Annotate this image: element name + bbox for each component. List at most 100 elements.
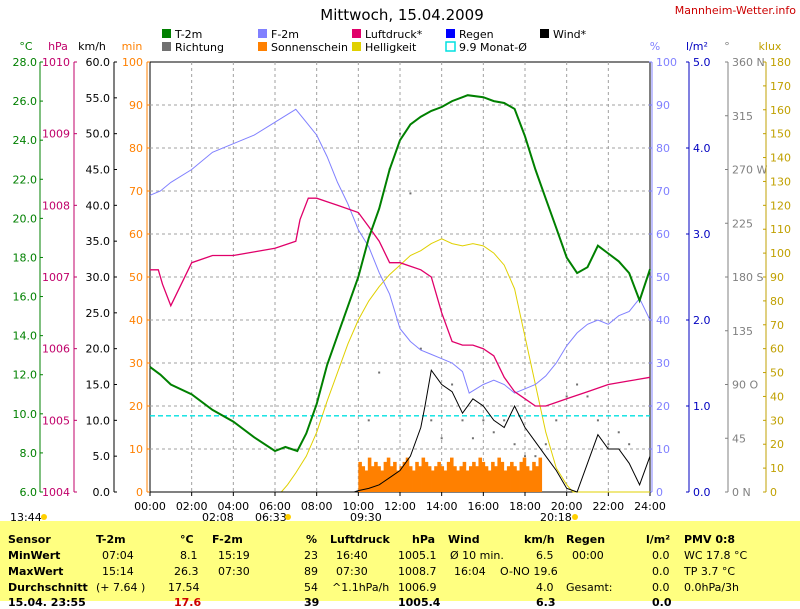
- tick-klux: 80: [770, 295, 784, 308]
- axis-unit-dir: °: [724, 40, 730, 53]
- sunshine-bar: [519, 461, 524, 492]
- wind-direction-point: [492, 431, 495, 434]
- wind-direction-point: [503, 419, 506, 422]
- temp-min: 8.1: [180, 549, 198, 562]
- pres-min: 1005.1: [398, 549, 437, 562]
- axis-unit-wind: km/h: [78, 40, 106, 53]
- tick-sun: 90: [129, 99, 143, 112]
- tick-klux: 140: [770, 152, 791, 165]
- tick-hum: 90: [656, 99, 670, 112]
- sunshine-bar: [500, 461, 505, 492]
- tick-temp: 16.0: [13, 291, 38, 304]
- chart-title: Mittwoch, 15.04.2009: [320, 6, 484, 24]
- wind-max: O-NO 19.6: [500, 565, 558, 578]
- sunshine-bar: [377, 466, 381, 492]
- sunshine-bar: [446, 461, 451, 492]
- sunshine-bar: [386, 457, 391, 492]
- x-tick-label: 18:00: [509, 500, 541, 513]
- x-tick-label: 22:00: [592, 500, 624, 513]
- wind-direction-point: [482, 419, 485, 422]
- legend-swatch: [162, 29, 171, 38]
- sunshine-bar: [415, 461, 419, 492]
- tick-pres: 1009: [42, 128, 70, 141]
- tick-temp: 10.0: [13, 408, 38, 421]
- tick-pres: 1010: [42, 56, 70, 69]
- sunshine-bar: [535, 466, 539, 492]
- legend-swatch: [352, 42, 361, 51]
- sunshine-bar: [516, 470, 520, 492]
- wind-avg10: 6.5: [536, 549, 554, 562]
- x-tick-label: 10:00: [342, 500, 374, 513]
- sunshine-bar: [383, 461, 388, 492]
- tick-klux: 90: [770, 271, 784, 284]
- pres-head: Luftdruck: [330, 533, 390, 546]
- sunshine-bar: [513, 466, 517, 492]
- tick-hum: 20: [656, 400, 670, 413]
- wind-current: 6.3: [536, 596, 556, 609]
- temp-current: 17.6: [174, 596, 202, 609]
- rain-current: 0.0: [652, 596, 672, 609]
- sunshine-bar: [440, 466, 445, 492]
- wind-direction-point: [461, 419, 464, 422]
- pmv-head: PMV 0:8: [684, 533, 736, 546]
- sunshine-bar: [475, 466, 479, 492]
- sunshine-bar: [443, 470, 448, 492]
- tick-wind: 30.0: [86, 271, 111, 284]
- temp-avg: 17.54: [168, 581, 200, 594]
- sunshine-bar: [434, 466, 438, 492]
- tick-klux: 160: [770, 104, 791, 117]
- tick-sun: 0: [136, 486, 143, 499]
- legend-swatch: [445, 41, 456, 52]
- legend-label: T-2m: [174, 28, 202, 41]
- tick-dir: 0 N: [732, 486, 751, 499]
- pres-max-time: 07:30: [336, 565, 368, 578]
- wind-direction-point: [367, 419, 370, 422]
- tick-temp: 14.0: [13, 330, 38, 343]
- series-luftdruck: [150, 197, 651, 407]
- tick-sun: 10: [129, 443, 143, 456]
- wind-direction-point: [534, 455, 537, 458]
- sunshine-bar: [532, 461, 536, 492]
- tick-dir: 180 S: [732, 271, 763, 284]
- hum-max-time: 07:30: [218, 565, 250, 578]
- time-markers: 13:44 02:08 06:33 09:30 20:18: [10, 511, 578, 521]
- sunshine-bar: [491, 461, 495, 492]
- tick-klux: 170: [770, 80, 791, 93]
- tick-sun: 100: [122, 56, 143, 69]
- sunshine-bar: [503, 470, 508, 492]
- tick-pres: 1006: [42, 343, 70, 356]
- sunshine-bar: [418, 466, 422, 492]
- hum-current: 39: [304, 596, 320, 609]
- temp-max-time: 15:14: [102, 565, 134, 578]
- axis-unit-temp: °C: [19, 40, 33, 53]
- legend-swatch: [258, 29, 267, 38]
- sunshine-bar: [358, 461, 362, 492]
- tick-rain: 2.0: [693, 314, 711, 327]
- sunshine-bar: [421, 457, 426, 492]
- tick-sun: 50: [129, 271, 143, 284]
- series-helligkeit: [150, 238, 650, 493]
- tick-temp: 6.0: [20, 486, 38, 499]
- wind-direction-point: [440, 437, 443, 440]
- x-tick-label: 24:00: [634, 500, 666, 513]
- sunshine-bar: [487, 470, 492, 492]
- tick-dir: 45: [732, 432, 746, 445]
- wind-max-time: 16:04: [454, 565, 486, 578]
- sunshine-bar: [506, 466, 511, 492]
- rain-min: 0.0: [652, 549, 670, 562]
- tick-dir: 270 W: [732, 164, 767, 177]
- legend-label: Regen: [459, 28, 494, 41]
- tick-wind: 45.0: [86, 164, 111, 177]
- pres-unit: hPa: [412, 533, 436, 546]
- marker-sunset: 20:18: [540, 511, 572, 521]
- tick-klux: 110: [770, 223, 791, 236]
- legend-label: F-2m: [271, 28, 299, 41]
- tick-klux: 150: [770, 128, 791, 141]
- hum-min-time: 15:19: [218, 549, 250, 562]
- legend-swatch: [258, 42, 267, 51]
- row-current: 15.04. 23:55: [8, 596, 86, 609]
- axis-unit-sun: min: [122, 40, 143, 53]
- row-max: MaxWert: [8, 565, 64, 578]
- tick-wind: 50.0: [86, 128, 111, 141]
